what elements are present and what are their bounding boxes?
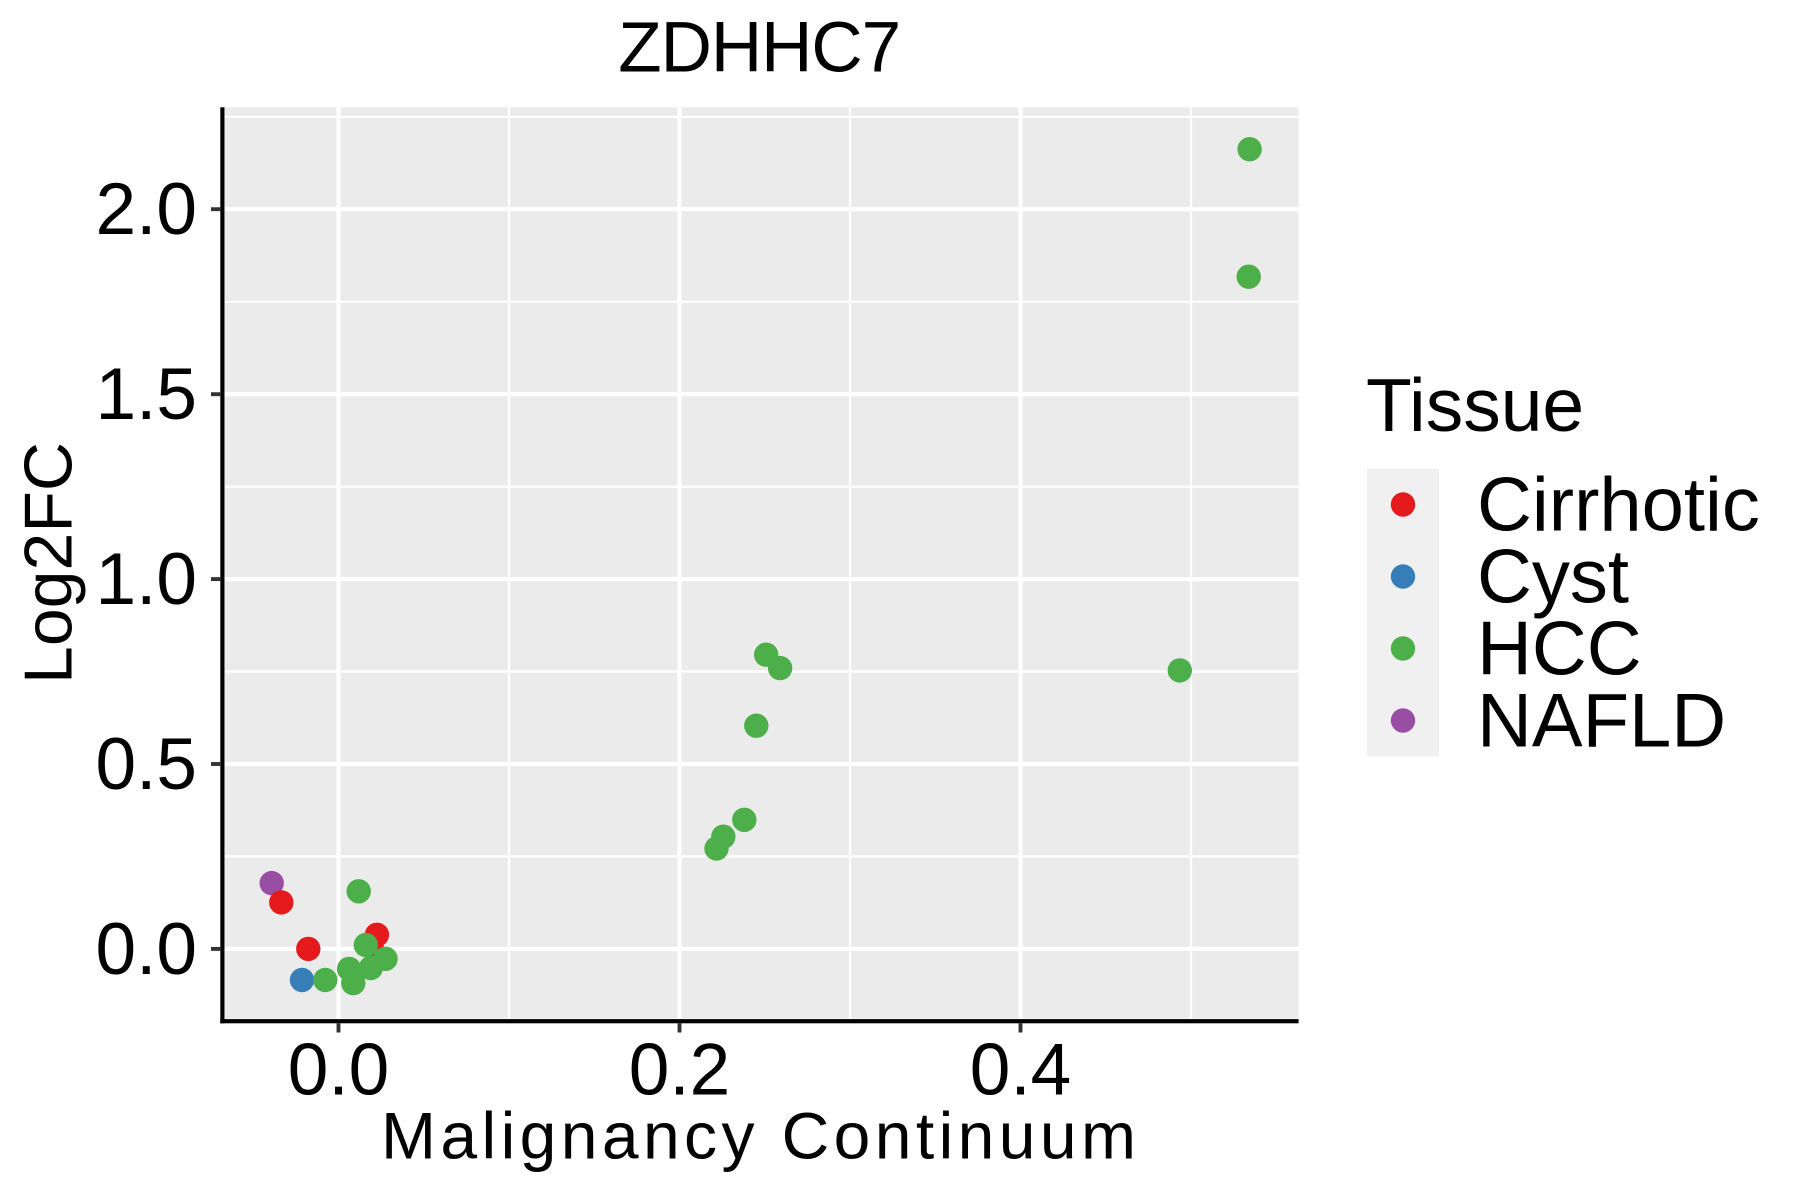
svg-text:1.5: 1.5 bbox=[96, 354, 197, 435]
svg-text:ZDHHC7: ZDHHC7 bbox=[618, 9, 900, 88]
svg-text:0.0: 0.0 bbox=[96, 909, 197, 990]
svg-text:0.5: 0.5 bbox=[96, 724, 197, 805]
svg-text:HCC: HCC bbox=[1477, 606, 1642, 691]
svg-text:Log2FC: Log2FC bbox=[10, 442, 86, 684]
svg-text:2.0: 2.0 bbox=[96, 169, 197, 250]
svg-text:Malignancy Continuum: Malignancy Continuum bbox=[381, 1098, 1140, 1172]
svg-text:0.2: 0.2 bbox=[629, 1030, 730, 1111]
svg-text:0.0: 0.0 bbox=[288, 1030, 389, 1111]
svg-text:Tissue: Tissue bbox=[1366, 363, 1584, 447]
svg-text:Cirrhotic: Cirrhotic bbox=[1477, 462, 1760, 547]
svg-text:1.0: 1.0 bbox=[96, 539, 197, 620]
svg-text:Cyst: Cyst bbox=[1477, 534, 1629, 619]
svg-text:0.4: 0.4 bbox=[970, 1030, 1071, 1111]
svg-text:NAFLD: NAFLD bbox=[1477, 678, 1726, 763]
